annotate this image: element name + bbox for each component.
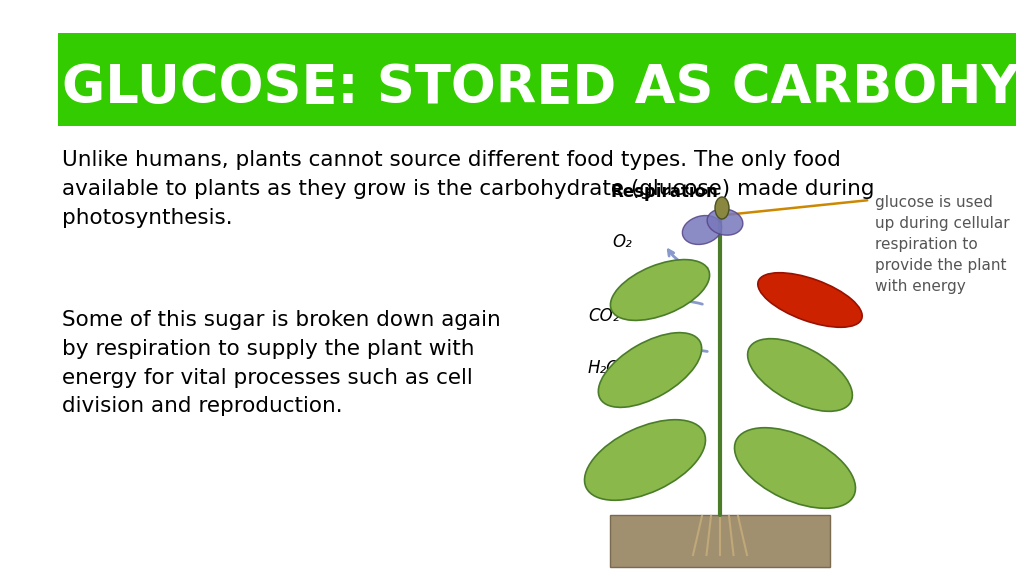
Ellipse shape [682, 215, 722, 244]
Ellipse shape [610, 260, 710, 320]
Text: Unlike humans, plants cannot source different food types. The only food
availabl: Unlike humans, plants cannot source diff… [62, 150, 874, 228]
Ellipse shape [748, 339, 852, 411]
Text: Respiration: Respiration [610, 183, 718, 201]
Text: GLUCOSE: STORED AS CARBOHYDRATES: GLUCOSE: STORED AS CARBOHYDRATES [62, 62, 1024, 114]
Ellipse shape [585, 420, 706, 501]
Ellipse shape [708, 209, 742, 235]
Ellipse shape [734, 428, 855, 508]
Ellipse shape [758, 273, 862, 327]
Text: H₂O: H₂O [588, 359, 620, 377]
Text: glucose is used
up during cellular
respiration to
provide the plant
with energy: glucose is used up during cellular respi… [874, 195, 1010, 294]
FancyBboxPatch shape [610, 515, 830, 567]
Text: O₂: O₂ [612, 233, 632, 251]
Ellipse shape [598, 333, 701, 407]
Text: CO₂: CO₂ [589, 307, 620, 325]
Ellipse shape [715, 197, 729, 219]
Text: Some of this sugar is broken down again
by respiration to supply the plant with
: Some of this sugar is broken down again … [62, 310, 501, 416]
FancyBboxPatch shape [58, 33, 1016, 126]
